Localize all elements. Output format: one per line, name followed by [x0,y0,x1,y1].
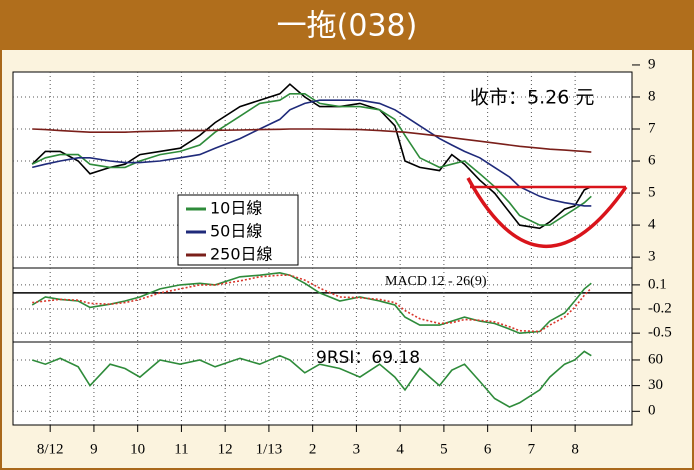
legend-label: 250日線 [210,245,273,264]
y-tick-label: 4 [648,217,656,233]
series-line [31,93,592,226]
x-tick-label: 8/12 [37,441,64,457]
y-tick-label: -0.2 [648,300,672,316]
series-line [31,350,592,408]
cup-curve [466,177,628,248]
series-line [32,128,592,153]
x-tick-label: 1/13 [256,441,283,457]
y-tick-label: 60 [648,351,663,367]
series-line [32,274,592,333]
header-band [0,0,694,50]
x-tick-label: 3 [353,441,361,457]
series-line [31,271,592,335]
rsi-annotation: 9RSI：69.18 [316,348,420,368]
y-tick-label: 5 [648,184,656,200]
y-tick-label: 30 [648,377,663,393]
y-tick-label: 0 [648,403,656,419]
y-tick-label: 3 [648,249,656,265]
legend-entries: 10日線 50日線 250日線 [186,199,273,264]
y-tick-label: 6 [648,152,656,168]
legend [177,194,299,266]
macd-annotation: MACD 12 - 26(9) [385,274,487,289]
y-tick-label: 9 [648,56,656,72]
x-tick-label: 8 [571,441,579,457]
x-tick-label: 12 [218,441,233,457]
x-tick-label: 10 [130,441,145,457]
x-tick-label: 11 [174,441,188,457]
legend-label: 50日線 [210,222,262,241]
plot-area [12,71,633,426]
x-tick-label: 6 [484,441,492,457]
x-tick-label: 4 [396,441,404,457]
header-title: 一拖(038) [277,9,418,44]
y-tick-label: 8 [648,88,656,104]
legend-label: 10日線 [210,199,262,218]
x-tick-label: 9 [90,441,98,457]
y-tick-label: -0.5 [648,325,672,341]
x-tick-label: 5 [440,441,448,457]
y-tick-label: 0.1 [648,276,667,292]
x-tick-label: 2 [309,441,317,457]
y-tick-label: 7 [648,120,656,136]
x-tick-label: 7 [528,441,536,457]
price-annotation: 收市：5.26 元 [470,87,594,109]
